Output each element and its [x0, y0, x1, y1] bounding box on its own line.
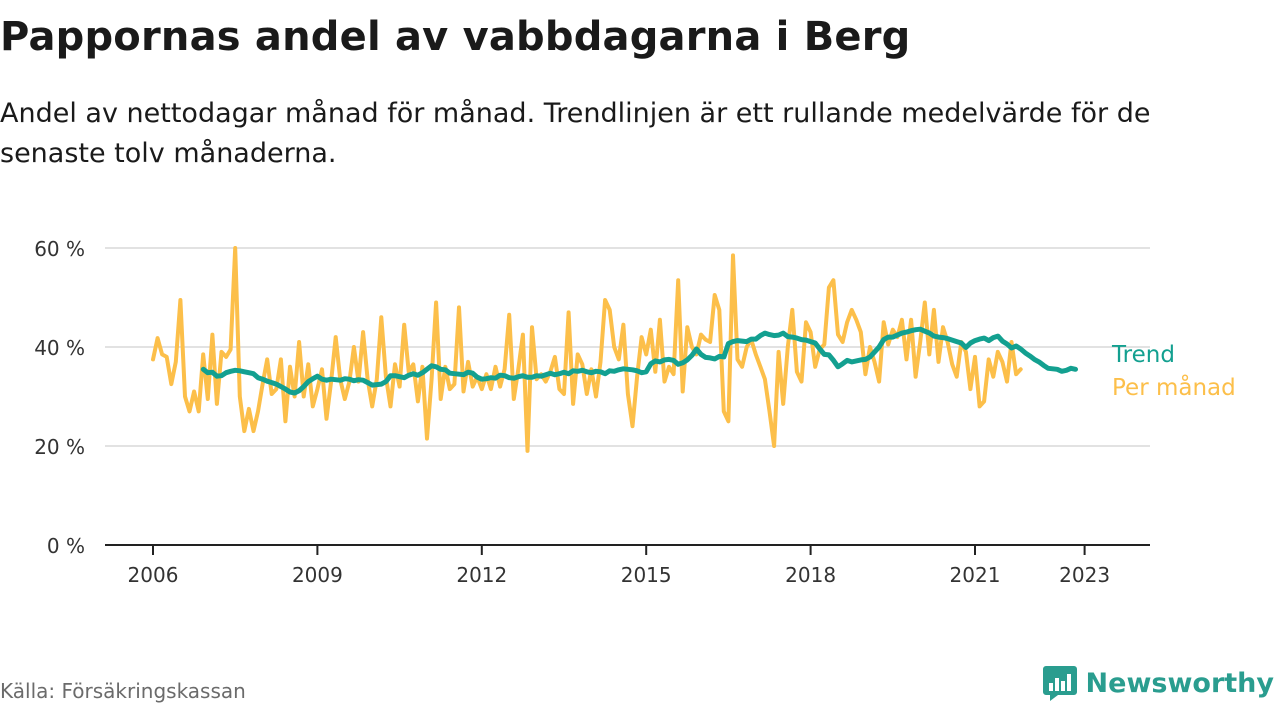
- series-lines: [151, 246, 1078, 453]
- series-line-monthly: [151, 246, 1023, 453]
- x-tick-label: 2018: [785, 563, 836, 587]
- x-tick-label: 2006: [128, 563, 179, 587]
- x-tick-label: 2009: [292, 563, 343, 587]
- brand-name: Newsworthy: [1085, 667, 1274, 699]
- chart-title: Pappornas andel av vabbdagarna i Berg: [0, 14, 911, 60]
- x-axis: [105, 544, 1150, 555]
- x-tick-label: 2012: [456, 563, 507, 587]
- legend-label-monthly: Per månad: [1112, 373, 1236, 401]
- x-tick-label: 2015: [621, 563, 672, 587]
- series-line-trend: [200, 326, 1078, 396]
- y-tick-label: 0 %: [47, 534, 85, 558]
- source-note: Källa: Försäkringskassan: [0, 679, 246, 703]
- newsworthy-logo-icon: [1042, 666, 1077, 701]
- legend-label-trend: Trend: [1111, 342, 1175, 368]
- legend: Trend Per månad: [1111, 342, 1236, 401]
- x-tick-label: 2023: [1059, 563, 1110, 587]
- y-tick-label: 40 %: [34, 336, 85, 360]
- x-tick-label: 2021: [950, 563, 1001, 587]
- y-tick-label: 20 %: [34, 435, 85, 459]
- y-tick-label: 60 %: [34, 237, 85, 261]
- brand-logo[interactable]: Newsworthy: [1042, 664, 1274, 702]
- axis-labels: 0 % 20 % 40 % 60 % 2006 2009 2012 2015 2018 2021 2…: [34, 237, 1110, 587]
- chart-subtitle: Andel av nettodagar månad för månad. Tre…: [0, 98, 1151, 169]
- grid-lines: [105, 247, 1150, 447]
